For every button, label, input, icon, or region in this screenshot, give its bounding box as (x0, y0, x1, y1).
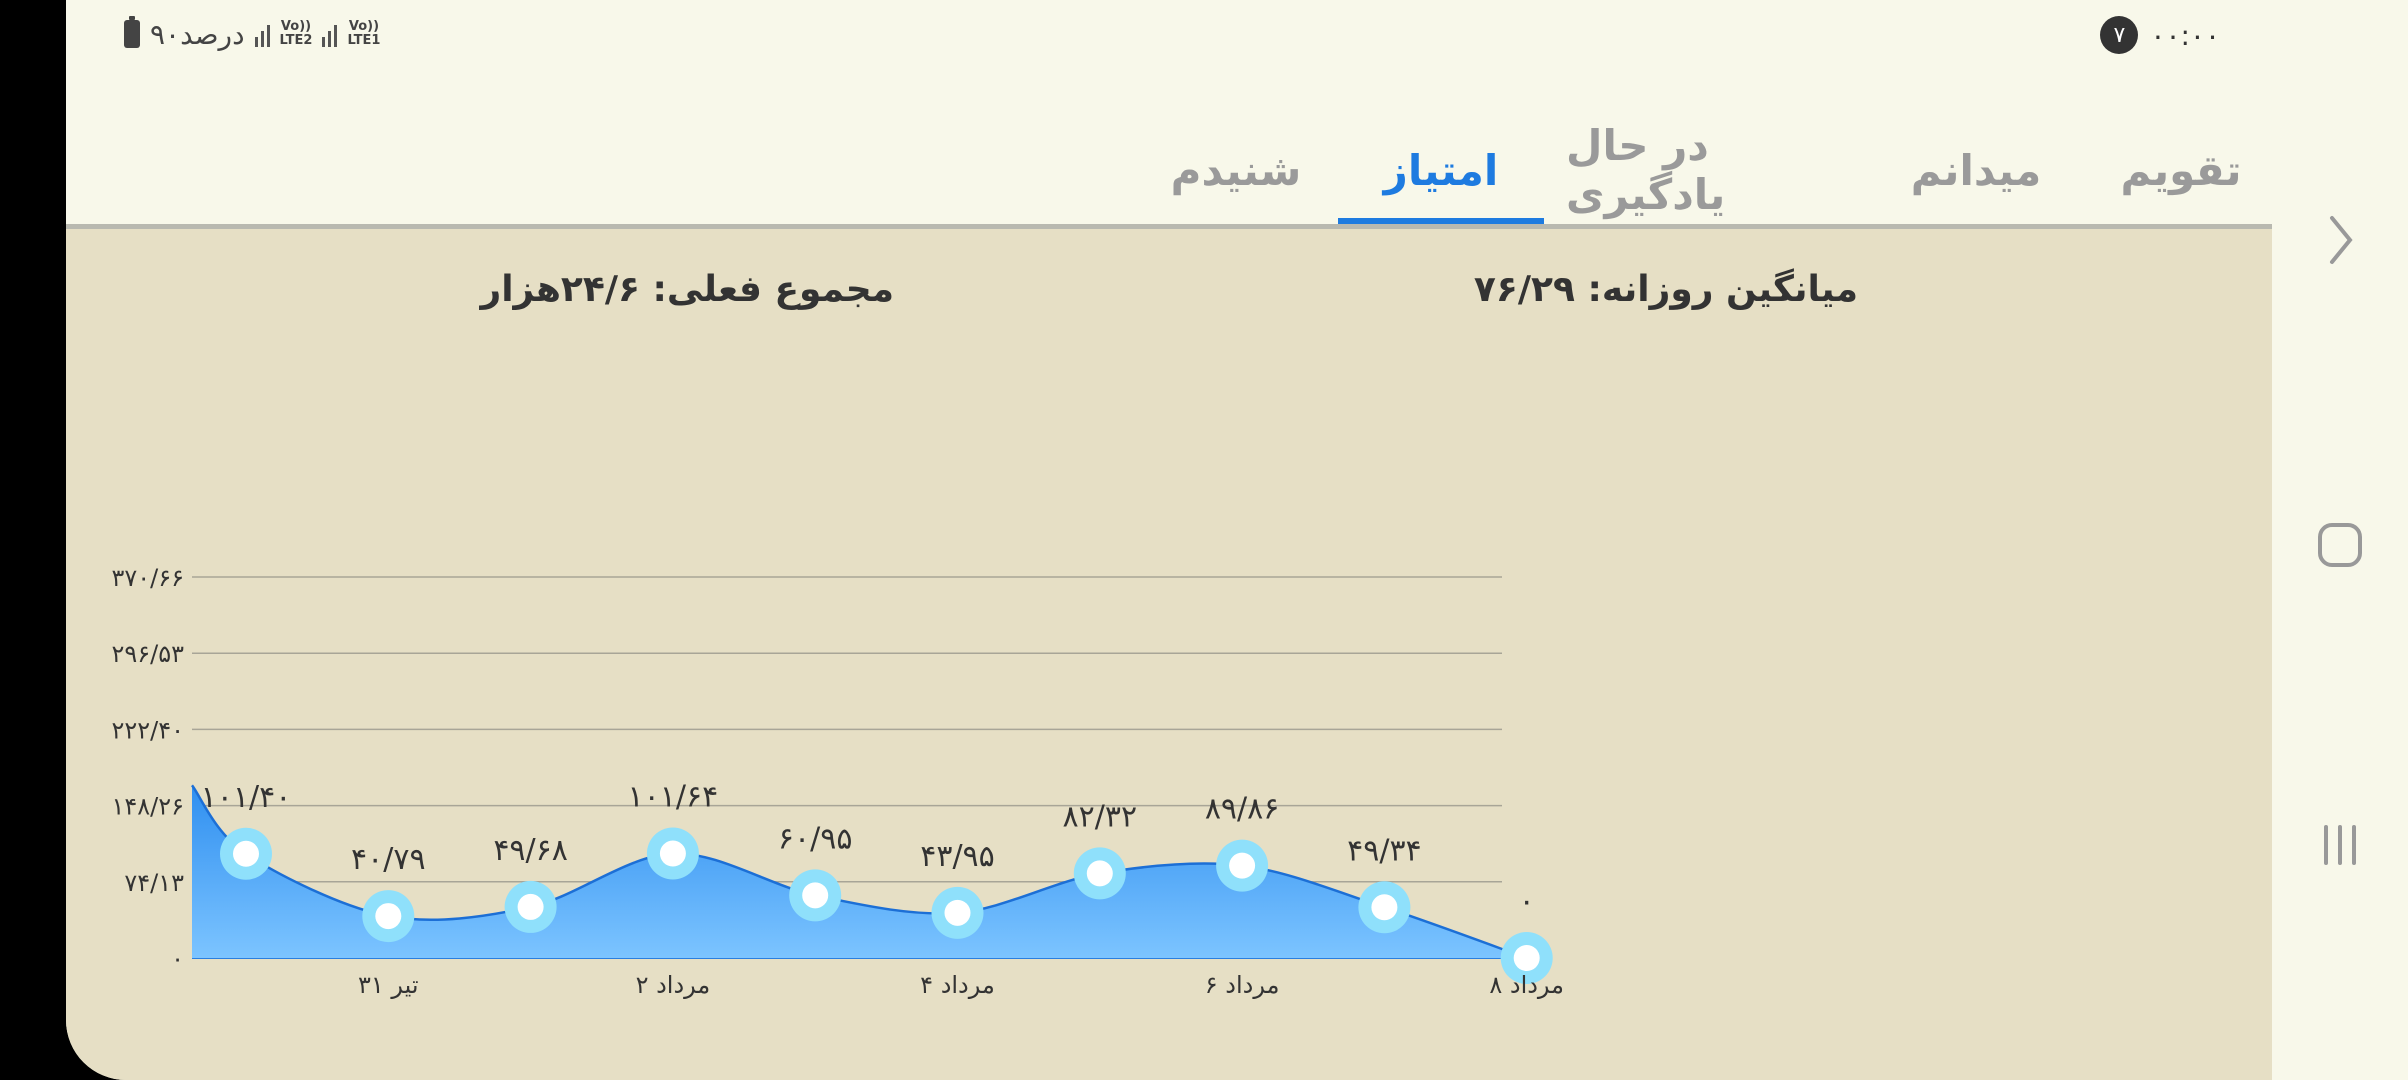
data-point-center (802, 882, 829, 909)
signal-icon (322, 21, 338, 47)
data-point-center (659, 840, 686, 867)
data-point-center (1086, 860, 1113, 887)
data-point-center (944, 899, 971, 926)
data-label: ۶۰/۹۵ (778, 821, 853, 856)
app-screen: ۹۰درصد Vo)) LTE2 Vo)) LTE1 ۷ ۰۰:۰۰ تقویم م… (66, 0, 2272, 1080)
data-label: ۸۲/۳۲ (1063, 799, 1138, 834)
y-tick-label: ۳۷۰/۶۶ (111, 564, 184, 592)
y-tick-label: ۲۲۲/۴۰ (111, 716, 184, 744)
y-tick-label: ۲۹۶/۵۳ (111, 640, 184, 668)
notification-badge: ۷ (2100, 16, 2139, 54)
tab-heard[interactable]: شنیدم (1170, 145, 1302, 195)
data-point-center (375, 903, 402, 930)
lte1-icon: Vo)) LTE1 (347, 19, 381, 48)
signal-icon (254, 21, 270, 47)
data-point-center (1513, 945, 1540, 971)
current-total: مجموع فعلی: ۲۴/۶هزار (480, 269, 894, 310)
data-label: ۴۹/۳۴ (1347, 833, 1422, 868)
battery-text: ۹۰درصد (150, 17, 245, 51)
score-chart: ۰ ۷۴/۱۳ ۱۴۸/۲۶ ۲۲۲/۴۰ ۲۹۶/۵۳ ۳۷۰/۶۶ ۱۰۱/۴۰ ۴۰/… (111, 564, 1564, 999)
data-point-center (517, 893, 544, 920)
data-point-center (1371, 894, 1398, 921)
x-tick-label: ۲ مرداد (636, 971, 711, 999)
data-label: ۸۹/۸۶ (1205, 792, 1280, 827)
home-button-icon[interactable] (2272, 510, 2408, 580)
x-tick-label: ۳۱ تیر (358, 971, 419, 999)
daily-average: میانگین روزانه: ۷۶/۲۹ (1473, 269, 1858, 310)
clock: ۰۰:۰۰ (2150, 18, 2220, 52)
tab-known[interactable]: میدانم (1910, 145, 2042, 195)
status-bar-right: ۷ ۰۰:۰۰ (2100, 16, 2220, 54)
data-point-center (1229, 852, 1256, 879)
status-bar-left: ۹۰درصد Vo)) LTE2 Vo)) LTE1 (124, 16, 380, 52)
data-point-center (233, 840, 259, 867)
system-navigation-bar (2272, 0, 2408, 1080)
recent-apps-icon[interactable] (2272, 810, 2408, 880)
y-tick-label: ۷۴/۱۳ (124, 869, 184, 897)
active-tab-indicator (1338, 218, 1544, 225)
tab-bar: تقویم میدانم در حال یادگیری امتیاز شنیدم (66, 100, 2272, 228)
chart-panel: میانگین روزانه: ۷۶/۲۹ مجموع فعلی: ۲۴/۶هز… (66, 229, 2272, 1080)
forward-chevron-icon[interactable] (2272, 205, 2408, 275)
data-label: ۴۳/۹۵ (920, 839, 995, 874)
data-label: ۱۰۱/۶۴ (628, 780, 719, 815)
tab-learning[interactable]: در حال یادگیری (1566, 121, 1726, 219)
tab-divider (66, 224, 2272, 229)
x-tick-label: ۶ مرداد (1205, 971, 1280, 999)
y-tick-label: ۰ (171, 945, 184, 973)
lte2-icon: Vo)) LTE2 (279, 19, 313, 48)
data-label: ۰ (1519, 884, 1535, 919)
tab-score[interactable]: امتیاز (1383, 145, 1499, 195)
x-tick-label: ۴ مرداد (920, 971, 995, 999)
battery-icon (124, 16, 140, 48)
data-label: ۱۰۱/۴۰ (201, 780, 292, 815)
data-label: ۴۹/۶۸ (493, 833, 568, 868)
y-tick-label: ۱۴۸/۲۶ (111, 793, 184, 821)
data-label: ۴۰/۷۹ (351, 842, 426, 877)
tab-calendar[interactable]: تقویم (2120, 145, 2242, 195)
x-tick-label: ۸ مرداد (1489, 971, 1564, 999)
